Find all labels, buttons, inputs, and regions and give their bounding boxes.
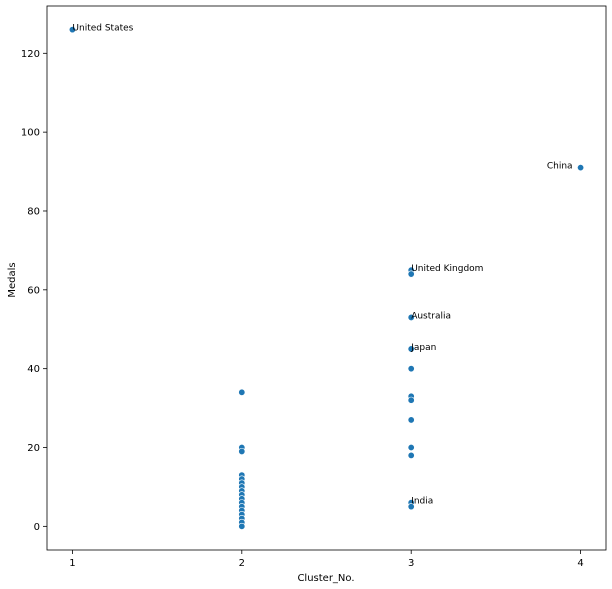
x-tick-label: 3 (408, 558, 414, 569)
point-annotation: Australia (411, 311, 451, 321)
x-tick-label: 1 (69, 558, 75, 569)
y-tick-label: 80 (27, 206, 40, 217)
data-point (407, 313, 415, 321)
point-annotation: India (411, 497, 433, 507)
data-point (407, 345, 415, 353)
data-point (407, 396, 415, 404)
x-axis-label: Cluster_No. (297, 573, 354, 584)
point-annotation: Japan (410, 343, 436, 353)
y-axis-label: Medals (7, 262, 18, 297)
y-tick-label: 100 (21, 128, 40, 139)
y-tick-label: 60 (27, 285, 40, 296)
x-tick-label: 2 (239, 558, 245, 569)
y-tick-label: 0 (34, 522, 40, 533)
y-tick-label: 120 (21, 49, 40, 60)
data-point (238, 388, 246, 396)
data-point (407, 503, 415, 511)
data-point (407, 270, 415, 278)
data-point (407, 365, 415, 373)
data-point (407, 416, 415, 424)
data-point (238, 447, 246, 455)
plot-frame (46, 5, 607, 551)
data-point (407, 444, 415, 452)
data-point (238, 522, 246, 530)
data-point (68, 26, 76, 34)
x-tick-label: 4 (577, 558, 583, 569)
point-annotation: United Kingdom (411, 264, 483, 274)
data-point (407, 451, 415, 459)
point-annotation: China (547, 162, 573, 172)
y-tick-label: 20 (27, 443, 40, 454)
point-annotation: United States (72, 24, 133, 34)
y-tick-label: 40 (27, 364, 40, 375)
data-point (577, 164, 585, 172)
